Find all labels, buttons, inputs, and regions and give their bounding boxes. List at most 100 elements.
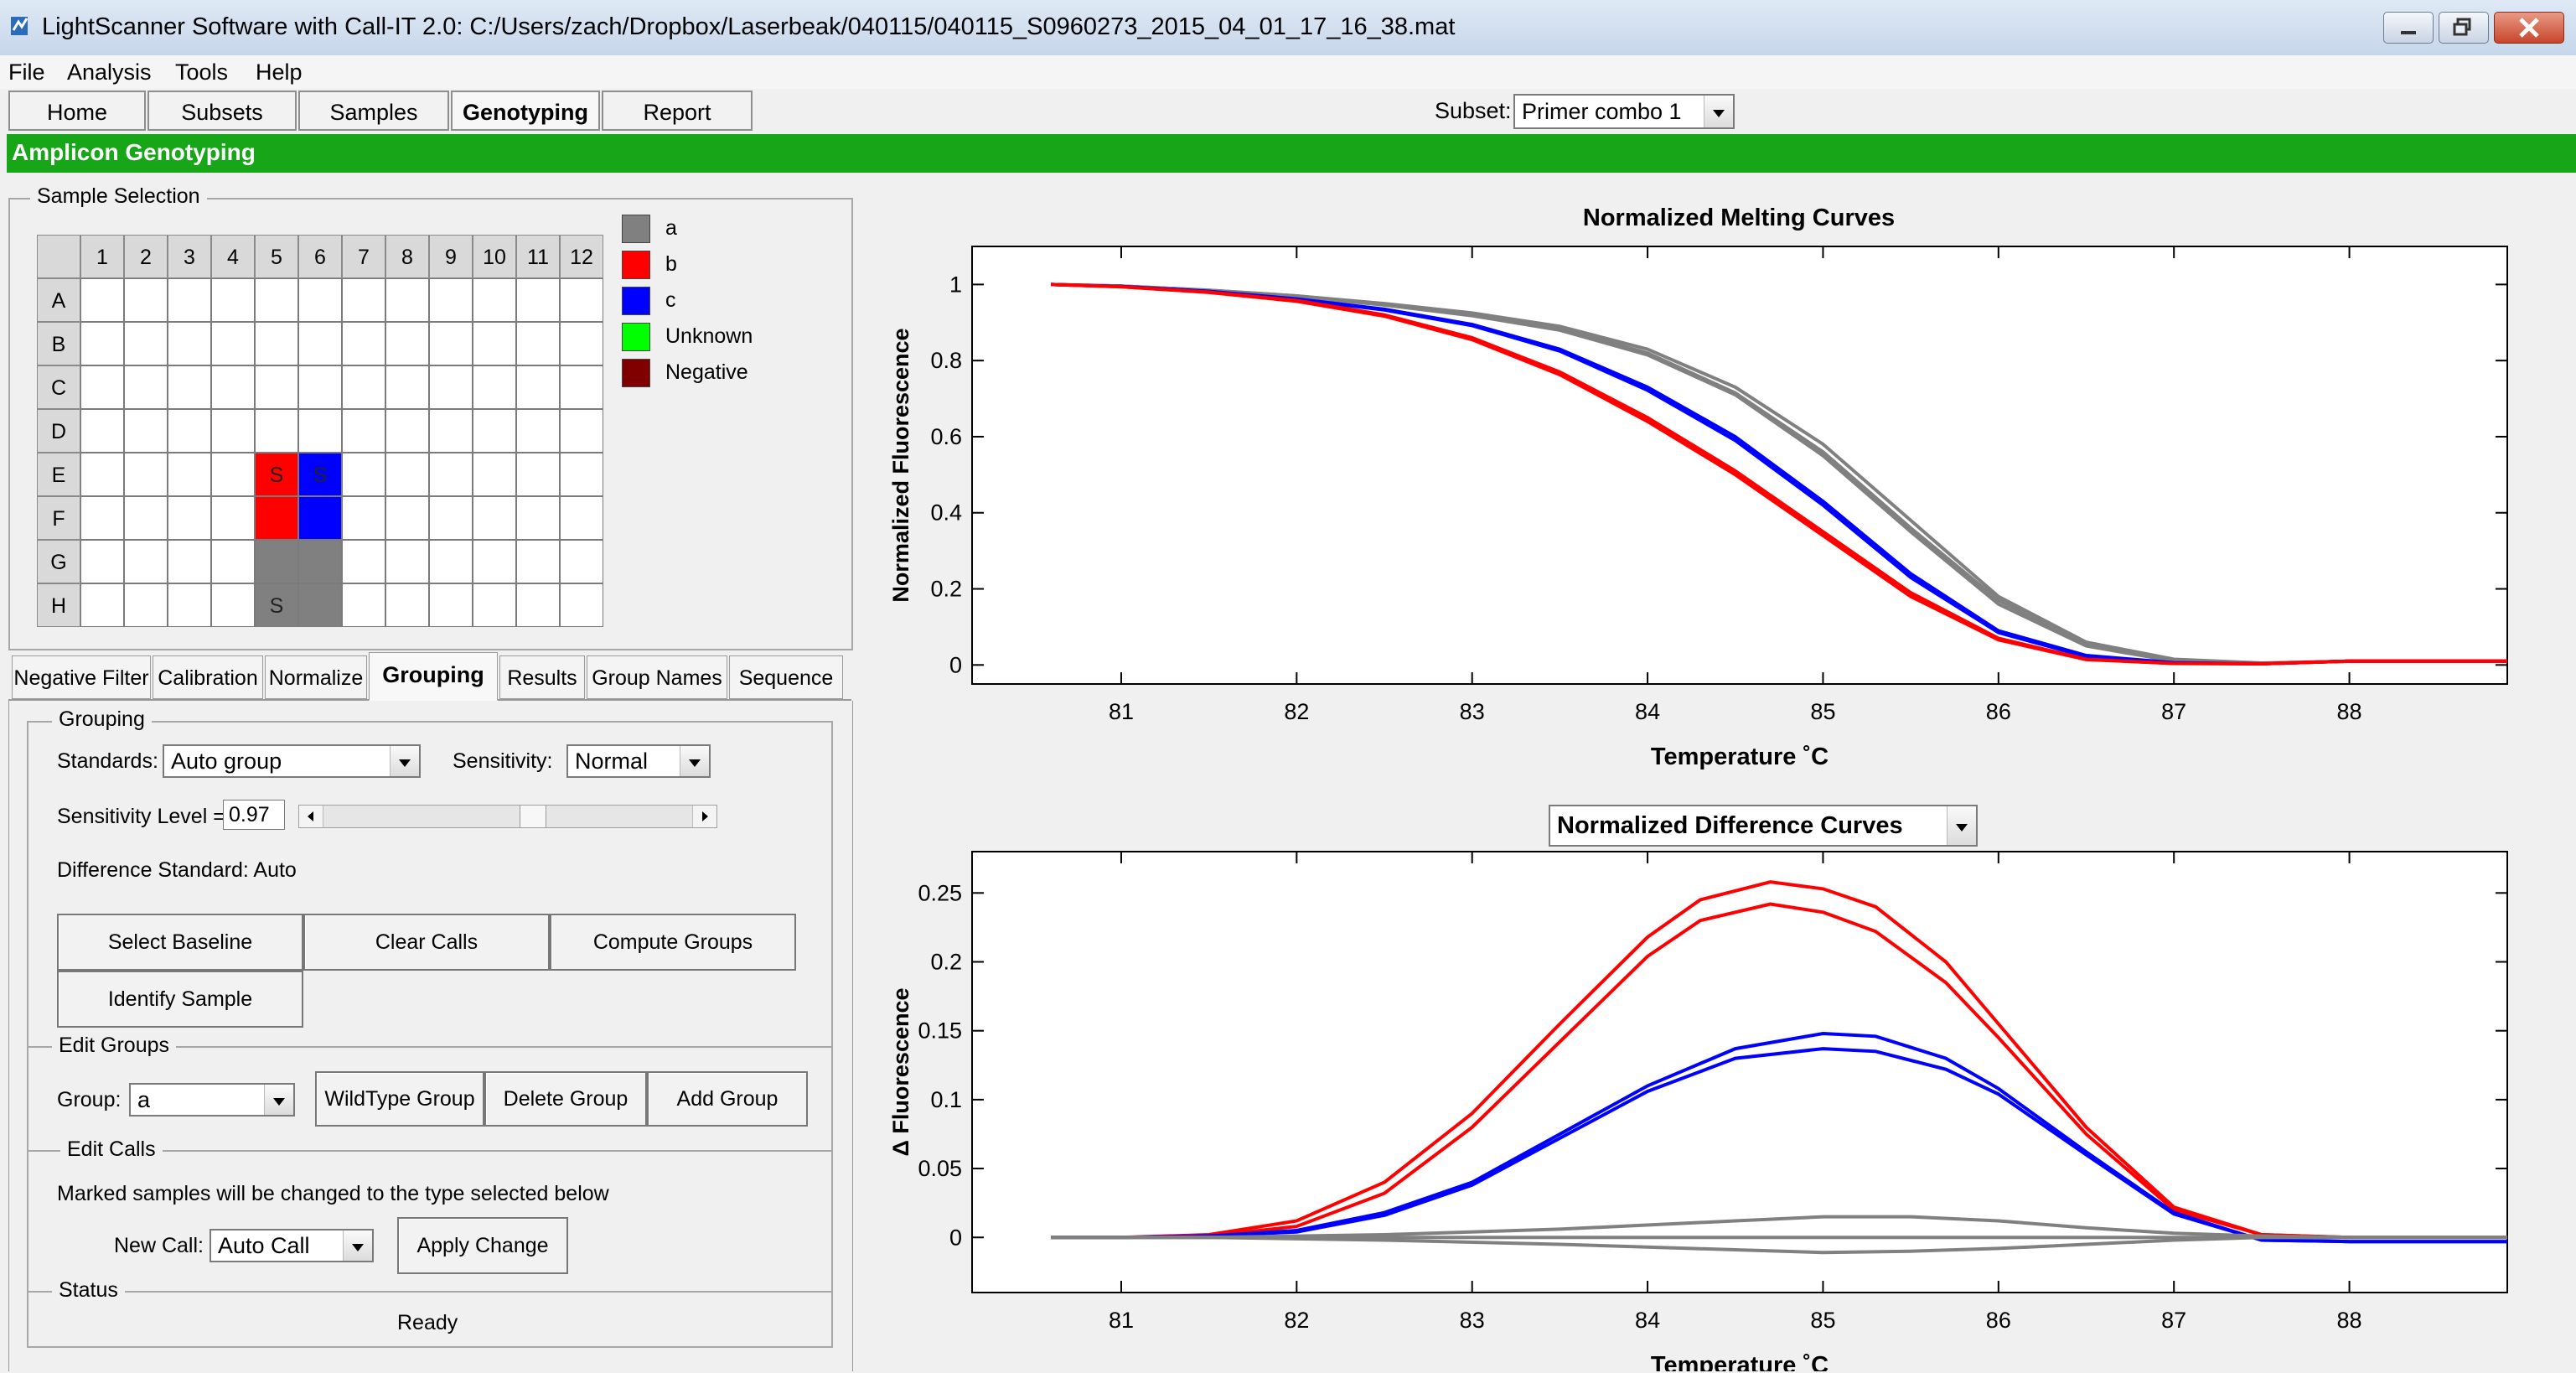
plate-well[interactable]: [516, 583, 560, 627]
plate-well[interactable]: [255, 322, 298, 365]
plot-type-select[interactable]: Normalized Difference Curves: [1549, 805, 1978, 847]
plate-well[interactable]: [255, 409, 298, 453]
column-header[interactable]: 1: [80, 235, 124, 278]
plate-well[interactable]: [473, 409, 516, 453]
plate-well[interactable]: [124, 583, 168, 627]
plate-well[interactable]: [80, 322, 124, 365]
tab-results[interactable]: Results: [499, 655, 585, 699]
group-select[interactable]: a: [129, 1083, 295, 1117]
row-header[interactable]: G: [37, 540, 80, 583]
plate-well[interactable]: [168, 453, 211, 496]
plate-well[interactable]: [168, 540, 211, 583]
tab-samples[interactable]: Samples: [298, 91, 449, 131]
plate-well[interactable]: [80, 278, 124, 322]
plate-well[interactable]: [342, 409, 385, 453]
row-header[interactable]: C: [37, 365, 80, 409]
plate-well[interactable]: [560, 583, 603, 627]
new-call-select[interactable]: Auto Call: [209, 1229, 374, 1262]
plate-well[interactable]: [298, 365, 342, 409]
plate-well[interactable]: [342, 322, 385, 365]
column-header[interactable]: 4: [211, 235, 255, 278]
plate-well[interactable]: [124, 278, 168, 322]
plate-well[interactable]: [255, 496, 298, 540]
tab-normalize[interactable]: Normalize: [265, 655, 367, 699]
plate-well[interactable]: [80, 496, 124, 540]
plate-well[interactable]: [124, 496, 168, 540]
plate-well[interactable]: [560, 409, 603, 453]
plate-well[interactable]: [516, 365, 560, 409]
delete-group-button[interactable]: Delete Group: [484, 1071, 647, 1127]
plate-well[interactable]: [560, 496, 603, 540]
row-header[interactable]: D: [37, 409, 80, 453]
row-header[interactable]: H: [37, 583, 80, 627]
column-header[interactable]: 7: [342, 235, 385, 278]
select-baseline-button[interactable]: Select Baseline: [57, 914, 303, 971]
plate-well[interactable]: [516, 409, 560, 453]
plate-well[interactable]: [211, 278, 255, 322]
plate-well[interactable]: [385, 322, 429, 365]
tab-sequence[interactable]: Sequence: [729, 655, 843, 699]
plate-well[interactable]: [429, 365, 473, 409]
plate-well[interactable]: [385, 278, 429, 322]
plate-well[interactable]: [211, 496, 255, 540]
plate-well[interactable]: [342, 278, 385, 322]
plate-well[interactable]: [124, 453, 168, 496]
column-header[interactable]: 12: [560, 235, 603, 278]
plate-well[interactable]: [298, 409, 342, 453]
difference-curve-chart[interactable]: 81 82 83 84 85 86 87 88 0 0.05 0.1 0.15 0.2 0.25 Tempe…: [872, 838, 2576, 1371]
close-button[interactable]: [2494, 12, 2564, 44]
plate-well[interactable]: [560, 540, 603, 583]
clear-calls-button[interactable]: Clear Calls: [303, 914, 550, 971]
plate-well[interactable]: [298, 322, 342, 365]
restore-button[interactable]: [2439, 12, 2489, 44]
plate-well[interactable]: [168, 365, 211, 409]
plate-well[interactable]: [560, 453, 603, 496]
column-header[interactable]: 9: [429, 235, 473, 278]
plate-well[interactable]: [342, 583, 385, 627]
plate-well[interactable]: [385, 409, 429, 453]
plate-well[interactable]: [298, 496, 342, 540]
plate-well[interactable]: [80, 583, 124, 627]
plate-well[interactable]: [80, 409, 124, 453]
plate-well[interactable]: [385, 540, 429, 583]
plate-well[interactable]: [560, 278, 603, 322]
plate-well[interactable]: [80, 365, 124, 409]
plate-well[interactable]: [211, 409, 255, 453]
plate-well[interactable]: [298, 278, 342, 322]
plate-well[interactable]: [473, 365, 516, 409]
menu-help[interactable]: Help: [256, 60, 303, 85]
plate-well[interactable]: [429, 540, 473, 583]
plate-well[interactable]: [429, 583, 473, 627]
plate-well[interactable]: [385, 453, 429, 496]
plate-well[interactable]: [342, 453, 385, 496]
plate-well[interactable]: [342, 540, 385, 583]
plate-well[interactable]: [560, 322, 603, 365]
slider-right-button[interactable]: [692, 806, 716, 827]
row-header[interactable]: A: [37, 278, 80, 322]
plate-well[interactable]: [255, 540, 298, 583]
sensitivity-slider[interactable]: [298, 805, 717, 828]
plate-well[interactable]: [516, 453, 560, 496]
plate-well[interactable]: [80, 453, 124, 496]
plate-well[interactable]: [168, 409, 211, 453]
melting-curve-chart[interactable]: 81 82 83 84 85 86 87 88 0 0.2 0.4 0.6 0.8 1 Temperatur…: [872, 226, 2576, 780]
plate-well[interactable]: [429, 496, 473, 540]
plate-well[interactable]: [342, 365, 385, 409]
column-header[interactable]: 2: [124, 235, 168, 278]
plate-well[interactable]: [429, 322, 473, 365]
menu-file[interactable]: File: [8, 60, 45, 85]
tab-negative-filter[interactable]: Negative Filter: [12, 655, 151, 699]
tab-subsets[interactable]: Subsets: [147, 91, 297, 131]
menu-tools[interactable]: Tools: [175, 60, 229, 85]
plate-well[interactable]: [168, 322, 211, 365]
row-header[interactable]: E: [37, 453, 80, 496]
tab-calibration[interactable]: Calibration: [153, 655, 263, 699]
slider-left-button[interactable]: [299, 806, 323, 827]
minimize-button[interactable]: [2383, 12, 2434, 44]
compute-groups-button[interactable]: Compute Groups: [550, 914, 796, 971]
plate-well[interactable]: S: [255, 453, 298, 496]
column-header[interactable]: 8: [385, 235, 429, 278]
plate-well[interactable]: [211, 453, 255, 496]
plate-well[interactable]: [298, 583, 342, 627]
plate-well[interactable]: [429, 453, 473, 496]
